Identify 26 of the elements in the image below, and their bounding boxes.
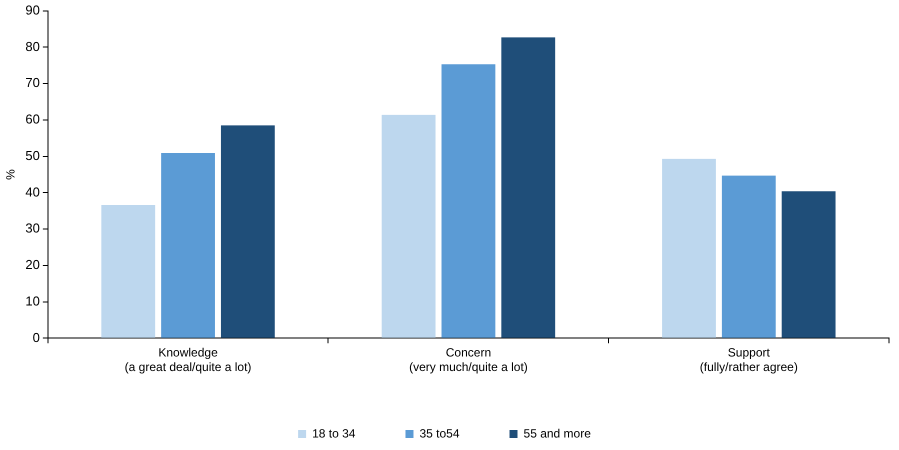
legend-label: 18 to 34 bbox=[312, 426, 356, 440]
y-tick-label: 20 bbox=[25, 257, 40, 272]
y-tick-label: 10 bbox=[25, 293, 40, 308]
bar bbox=[782, 191, 836, 338]
x-tick-label: Concern (very much/quite a lot) bbox=[409, 346, 528, 374]
bar bbox=[501, 37, 556, 338]
y-tick-label: 70 bbox=[25, 75, 40, 90]
bar bbox=[220, 125, 275, 338]
y-tick-label: 40 bbox=[25, 184, 40, 200]
y-axis-title: % bbox=[4, 168, 18, 180]
y-tick-label: 90 bbox=[25, 2, 40, 18]
legend-label: 35 to54 bbox=[419, 426, 460, 440]
bar bbox=[101, 205, 156, 338]
y-tick-label: 30 bbox=[25, 220, 40, 236]
bar bbox=[722, 176, 776, 338]
bar bbox=[442, 64, 496, 338]
y-tick-label: 80 bbox=[25, 38, 40, 54]
bar bbox=[161, 153, 215, 338]
y-tick-label: 0 bbox=[32, 330, 40, 345]
bar bbox=[662, 158, 716, 338]
bar bbox=[382, 114, 436, 338]
y-tick-label: 50 bbox=[25, 148, 40, 163]
y-tick-label: 60 bbox=[25, 112, 40, 127]
x-tick-label: Support (fully/rather agree) bbox=[700, 346, 798, 374]
x-tick-label: Knowledge (a great deal/quite a lot) bbox=[124, 346, 252, 374]
legend-label: 55 and more bbox=[524, 426, 592, 440]
